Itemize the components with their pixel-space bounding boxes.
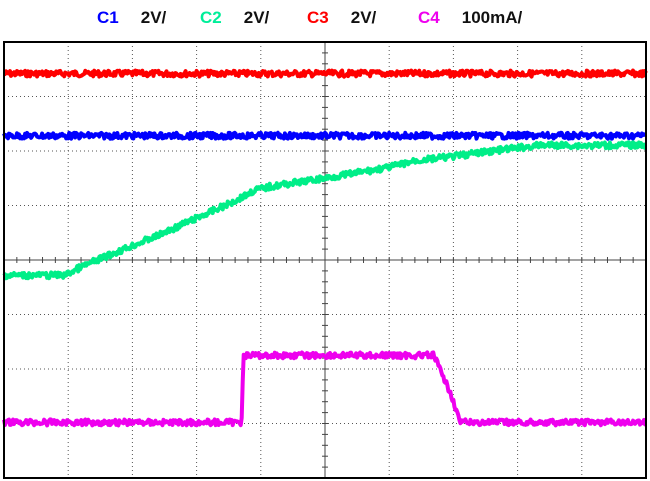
trace-c2 bbox=[2, 140, 647, 281]
trace-c1 bbox=[2, 130, 647, 141]
legend-channel-c1: C1 bbox=[97, 8, 119, 27]
legend-item-c1: C1 2V/ bbox=[97, 8, 166, 28]
legend-scale-c1: 2V/ bbox=[140, 8, 167, 27]
trace-c4 bbox=[2, 350, 648, 428]
legend-channel-c2: C2 bbox=[200, 8, 222, 27]
legend-channel-c3: C3 bbox=[307, 8, 329, 27]
legend-item-c3: C3 2V/ bbox=[307, 8, 376, 28]
legend-scale-c4: 100mA/ bbox=[461, 8, 523, 27]
legend-scale-c3: 2V/ bbox=[350, 8, 377, 27]
legend-item-c4: C4 100mA/ bbox=[418, 8, 522, 28]
plot-frame bbox=[3, 41, 647, 479]
channel-legend: C1 2V/ C2 2V/ C3 2V/ C4 100mA/ bbox=[0, 0, 650, 40]
trace-c3 bbox=[3, 68, 648, 79]
legend-item-c2: C2 2V/ bbox=[200, 8, 269, 28]
legend-channel-c4: C4 bbox=[418, 8, 440, 27]
waveform-traces bbox=[2, 68, 648, 428]
legend-scale-c2: 2V/ bbox=[243, 8, 270, 27]
graticule bbox=[3, 41, 647, 479]
